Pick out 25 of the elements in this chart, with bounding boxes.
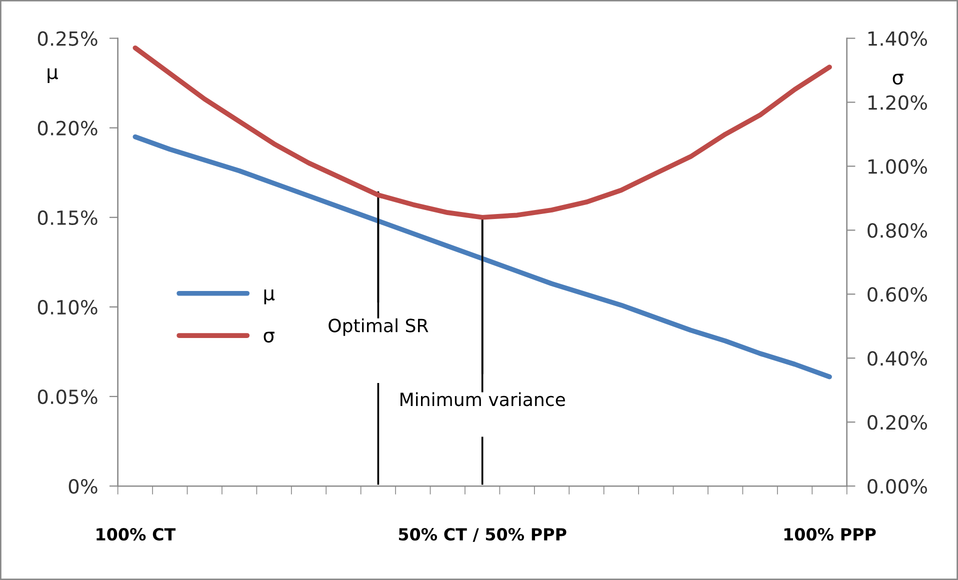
y2-tick-label: 0.60% (868, 287, 928, 302)
legend-label: σ (264, 332, 274, 343)
y-axis-title: μ (48, 68, 58, 84)
y2-tick-label: 1.20% (868, 95, 928, 110)
y-tick-label: 0.20% (38, 120, 98, 136)
x-tick-label: 100% CT (96, 528, 176, 541)
line-series (132, 134, 832, 380)
y-tick-label: 0.25% (38, 31, 98, 46)
x-tick-label: 50% CT / 50% PPP (398, 528, 566, 542)
y2-tick-label: 0.20% (868, 415, 928, 430)
y2-axis-title: σ (892, 74, 904, 85)
y2-tick-label: 0.40% (868, 351, 928, 366)
annotation: Minimum variance (400, 392, 565, 406)
y2-tick-label: 0.00% (868, 478, 928, 494)
y2-tick-label: 0.80% (868, 223, 928, 238)
y-tick-label: 0.05% (38, 389, 98, 404)
y2-tick-label: 1.00% (868, 159, 928, 174)
x-tick-label: 100% PPP (784, 528, 876, 541)
y2-tick-label: 1.40% (868, 31, 928, 46)
y-tick-label: 0.15% (38, 210, 98, 226)
annotation: Optimal SR (328, 318, 428, 336)
line-series (132, 45, 832, 220)
y-tick-label: 0% (68, 478, 98, 494)
legend-label: μ (264, 290, 275, 304)
y-tick-label: 0.10% (38, 300, 98, 315)
